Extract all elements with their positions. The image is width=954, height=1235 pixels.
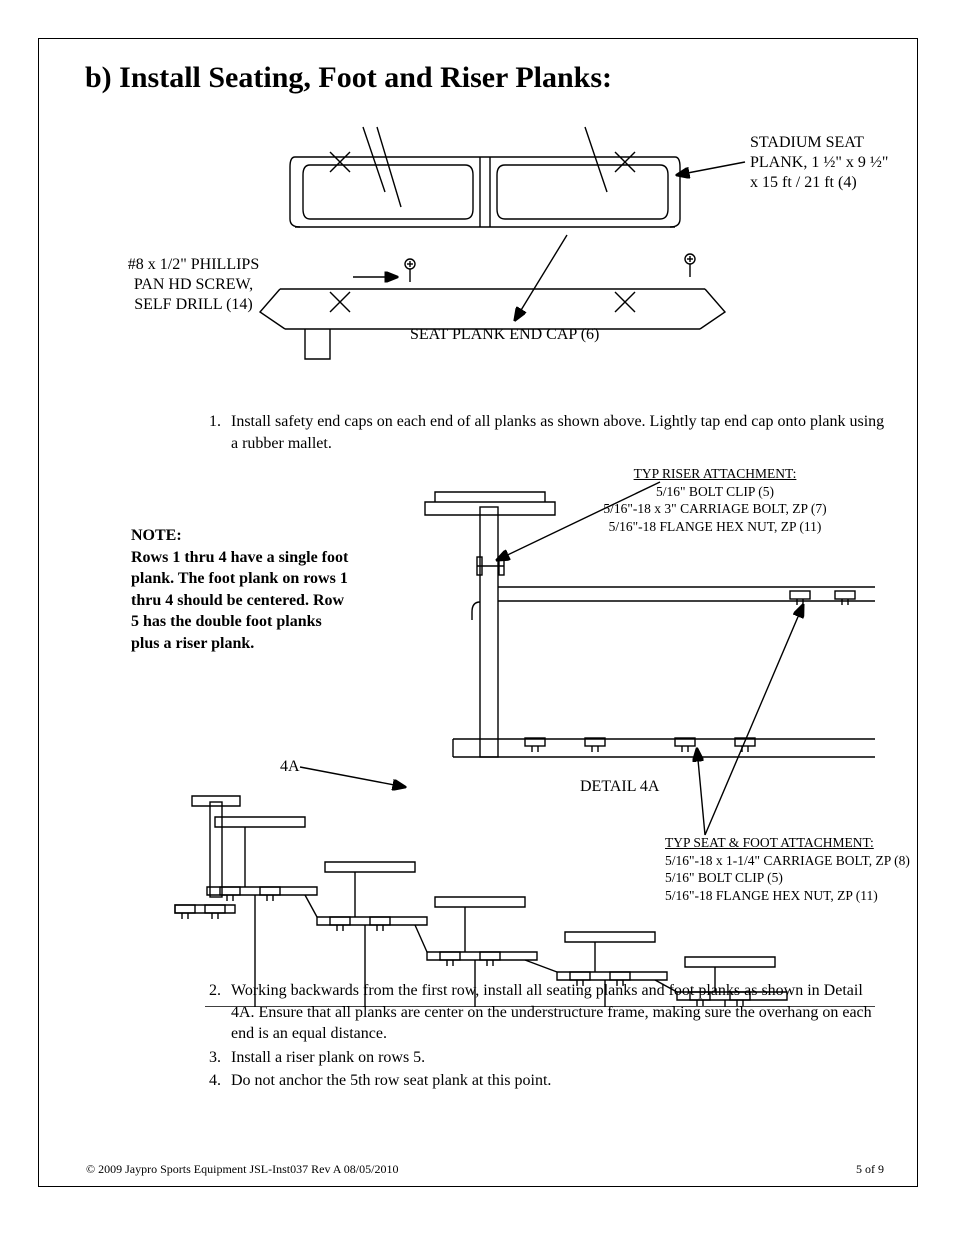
step-3: Install a riser plank on rows 5. [225, 1047, 887, 1069]
footer-left: © 2009 Jaypro Sports Equipment JSL-Inst0… [86, 1162, 398, 1177]
label-typ-riser-attachment: TYP RISER ATTACHMENT: 5/16" BOLT CLIP (5… [575, 465, 855, 535]
label-phillips-screw: #8 x 1/2" PHILLIPS PAN HD SCREW, SELF DR… [111, 255, 276, 315]
footer-right: 5 of 9 [856, 1162, 884, 1177]
label-4a-callout: 4A [280, 757, 300, 777]
step-1: Install safety end caps on each end of a… [225, 411, 887, 454]
section-heading: b) Install Seating, Foot and Riser Plank… [85, 61, 887, 95]
label-seat-plank-end-cap: SEAT PLANK END CAP (6) [410, 325, 599, 345]
label-detail-4a: DETAIL 4A [580, 777, 659, 797]
step-2: Working backwards from the first row, in… [225, 980, 887, 1045]
note-box: NOTE: Rows 1 thru 4 have a single foot p… [131, 525, 351, 655]
step-4: Do not anchor the 5th row seat plank at … [225, 1070, 887, 1092]
label-stadium-seat-plank: STADIUM SEAT PLANK, 1 ½" x 9 ½" x 15 ft … [750, 133, 920, 193]
label-typ-seat-foot-attachment: TYP SEAT & FOOT ATTACHMENT: 5/16"-18 x 1… [665, 834, 925, 904]
